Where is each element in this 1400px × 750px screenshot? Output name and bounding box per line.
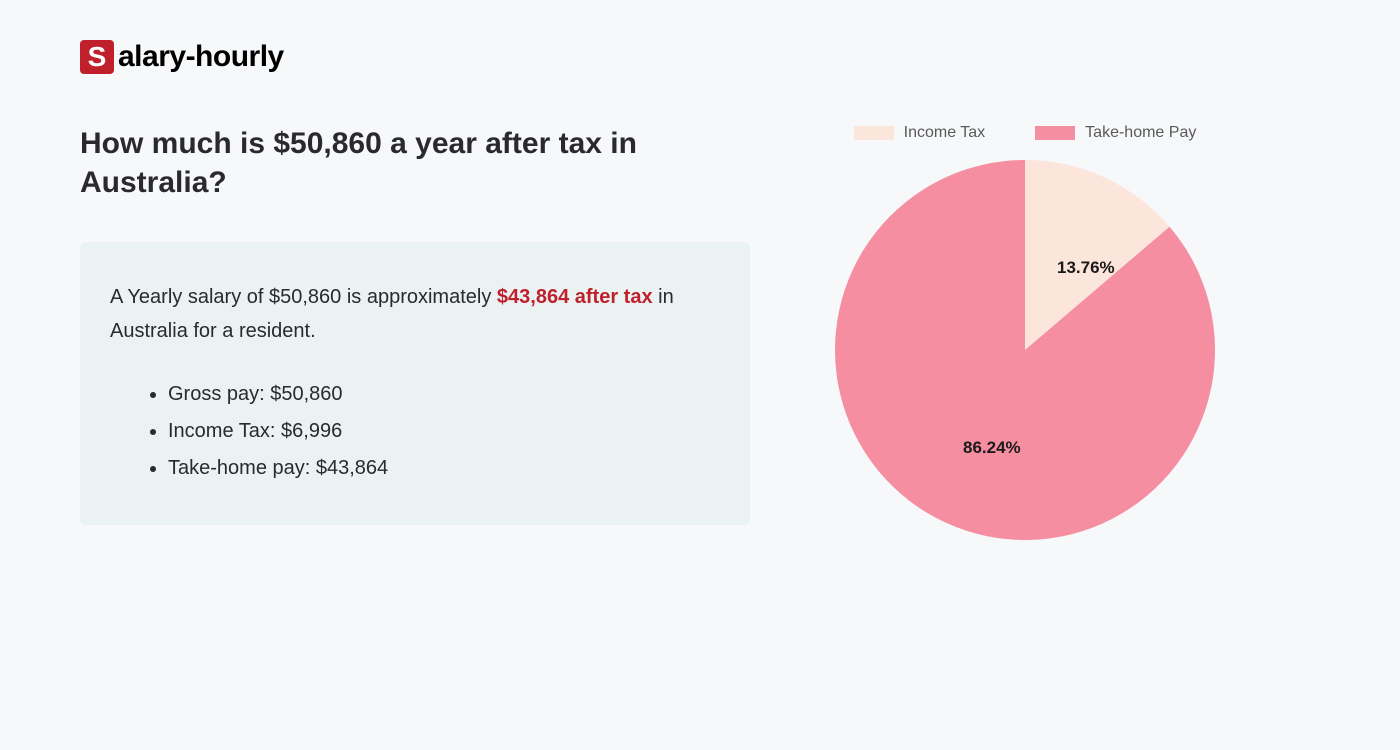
list-item: Income Tax: $6,996 (168, 413, 720, 450)
legend-label: Income Tax (904, 124, 986, 142)
legend-item: Take-home Pay (1035, 124, 1196, 142)
list-item: Take-home pay: $43,864 (168, 450, 720, 487)
site-logo: S alary-hourly (80, 40, 1320, 74)
chart-legend: Income Tax Take-home Pay (854, 124, 1197, 142)
legend-item: Income Tax (854, 124, 986, 142)
legend-swatch (854, 126, 894, 140)
pie-svg (835, 160, 1215, 540)
page-title: How much is $50,860 a year after tax in … (80, 124, 750, 202)
left-column: How much is $50,860 a year after tax in … (80, 124, 750, 525)
logo-text: alary-hourly (118, 40, 284, 74)
legend-swatch (1035, 126, 1075, 140)
summary-prefix: A Yearly salary of $50,860 is approximat… (110, 286, 497, 308)
summary-box: A Yearly salary of $50,860 is approximat… (80, 242, 750, 525)
main-content: How much is $50,860 a year after tax in … (80, 124, 1320, 540)
summary-list: Gross pay: $50,860 Income Tax: $6,996 Ta… (110, 376, 720, 487)
pie-chart: 13.76% 86.24% (835, 160, 1215, 540)
summary-sentence: A Yearly salary of $50,860 is approximat… (110, 280, 720, 348)
summary-highlight: $43,864 after tax (497, 286, 653, 308)
pie-slice-label: 86.24% (963, 438, 1021, 458)
list-item: Gross pay: $50,860 (168, 376, 720, 413)
logo-badge: S (80, 40, 114, 74)
chart-area: Income Tax Take-home Pay 13.76% 86.24% (810, 124, 1240, 540)
legend-label: Take-home Pay (1085, 124, 1196, 142)
pie-slice-label: 13.76% (1057, 258, 1115, 278)
